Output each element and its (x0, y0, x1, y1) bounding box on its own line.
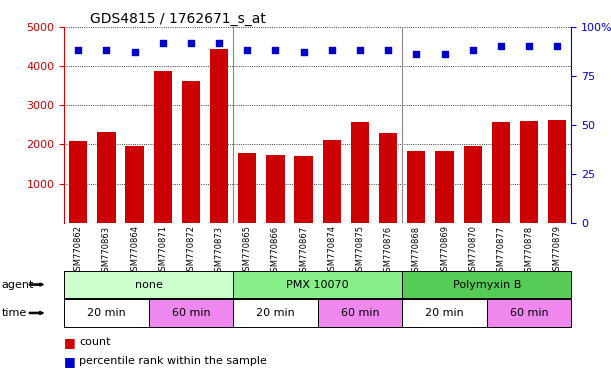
Bar (69, 141, 87, 223)
Text: 20 min: 20 min (87, 308, 126, 318)
Text: agent: agent (2, 280, 34, 290)
Point (524, 43, 534, 50)
Point (101, 47, 111, 53)
Bar (436, 151, 453, 223)
Bar (351, 122, 369, 223)
Bar (153, 71, 172, 223)
Bar (125, 146, 144, 223)
Point (355, 47, 365, 53)
Text: 20 min: 20 min (425, 308, 464, 318)
Text: 60 min: 60 min (341, 308, 379, 318)
Bar (182, 81, 200, 223)
Text: GDS4815 / 1762671_s_at: GDS4815 / 1762671_s_at (90, 12, 265, 26)
Text: Polymyxin B: Polymyxin B (453, 280, 521, 290)
Point (327, 47, 337, 53)
Point (186, 40, 196, 46)
Point (440, 51, 450, 57)
Point (552, 43, 562, 50)
Bar (238, 153, 257, 223)
Text: 60 min: 60 min (172, 308, 210, 318)
Point (73, 47, 83, 53)
Text: time: time (2, 308, 27, 318)
Bar (210, 49, 229, 223)
Bar (295, 156, 313, 223)
Point (243, 47, 252, 53)
Text: 60 min: 60 min (510, 308, 548, 318)
Point (411, 51, 421, 57)
Point (496, 43, 506, 50)
Point (468, 47, 478, 53)
Bar (548, 120, 566, 223)
Bar (266, 155, 285, 223)
Point (383, 47, 393, 53)
Bar (464, 146, 482, 223)
Bar (323, 141, 341, 223)
Bar (379, 133, 397, 223)
Point (130, 49, 139, 55)
Text: 20 min: 20 min (256, 308, 295, 318)
Point (271, 47, 280, 53)
Bar (492, 122, 510, 223)
Bar (520, 121, 538, 223)
Text: percentile rank within the sample: percentile rank within the sample (79, 356, 267, 366)
Point (214, 40, 224, 46)
Text: PMX 10070: PMX 10070 (287, 280, 349, 290)
Point (158, 40, 167, 46)
Bar (407, 151, 425, 223)
Text: ■: ■ (64, 355, 76, 368)
Text: none: none (135, 280, 163, 290)
Point (299, 49, 309, 55)
Text: ■: ■ (64, 336, 76, 349)
Text: count: count (79, 337, 111, 347)
Bar (97, 132, 115, 223)
